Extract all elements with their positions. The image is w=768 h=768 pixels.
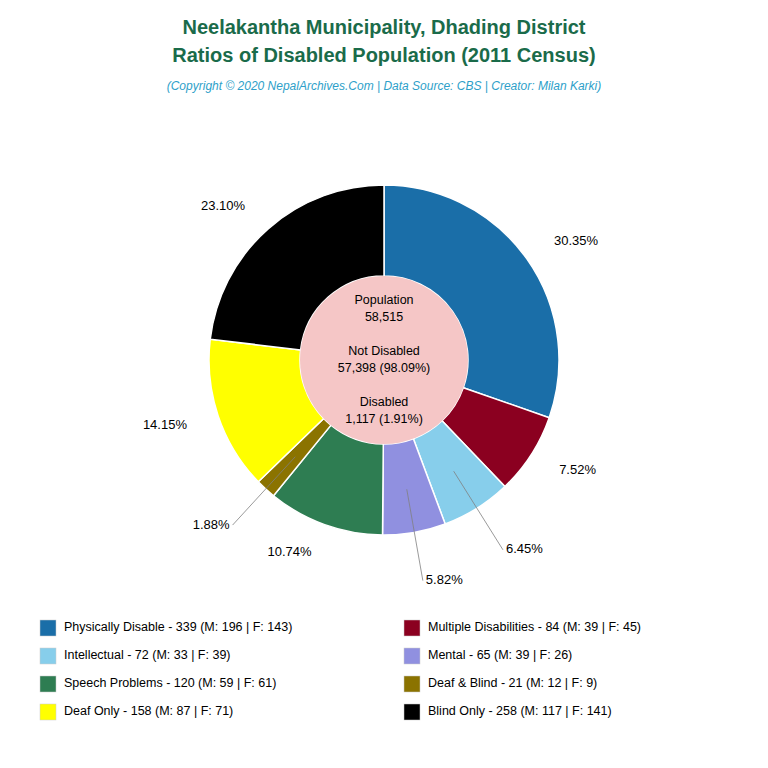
data-label: 14.15% <box>143 417 188 432</box>
legend-swatch <box>40 676 56 692</box>
legend-label: Speech Problems - 120 (M: 59 | F: 61) <box>64 676 276 690</box>
legend-item: Blind Only - 258 (M: 117 | F: 141) <box>404 704 612 720</box>
data-label: 7.52% <box>559 462 596 477</box>
leader-line <box>407 489 423 580</box>
legend-item: Intellectual - 72 (M: 33 | F: 39) <box>40 648 231 664</box>
legend-swatch <box>404 648 420 664</box>
center-annotation: Not Disabled57,398 (98.09%) <box>338 344 430 375</box>
legend-item: Physically Disable - 339 (M: 196 | F: 14… <box>40 620 292 636</box>
legend-label: Multiple Disabilities - 84 (M: 39 | F: 4… <box>428 620 641 634</box>
slices <box>209 185 559 535</box>
legend-label: Deaf & Blind - 21 (M: 12 | F: 9) <box>428 676 597 690</box>
data-label: 5.82% <box>426 572 463 587</box>
data-label: 6.45% <box>506 541 543 556</box>
legend-swatch <box>404 676 420 692</box>
legend-label: Intellectual - 72 (M: 33 | F: 39) <box>64 648 231 662</box>
center-annotation: Disabled1,117 (1.91%) <box>345 395 423 426</box>
data-labels: 30.35% 7.52% 6.45% 5.82% 10.74% 1.88% 14.15% 23… <box>143 198 599 587</box>
legend-label: Mental - 65 (M: 39 | F: 26) <box>428 648 572 662</box>
legend-swatch <box>404 704 420 720</box>
data-label: 23.10% <box>201 198 246 213</box>
legend-swatch <box>40 704 56 720</box>
data-label: 1.88% <box>193 517 230 532</box>
legend-item: Speech Problems - 120 (M: 59 | F: 61) <box>40 676 276 692</box>
slice <box>383 439 446 535</box>
leader-line <box>233 457 296 525</box>
legend-swatch <box>404 620 420 636</box>
subtitle: (Copyright © 2020 NepalArchives.Com | Da… <box>167 79 602 93</box>
legend-label: Blind Only - 258 (M: 117 | F: 141) <box>428 704 612 718</box>
legend-swatch <box>40 620 56 636</box>
legend: Physically Disable - 339 (M: 196 | F: 14… <box>40 620 641 720</box>
legend-label: Deaf Only - 158 (M: 87 | F: 71) <box>64 704 233 718</box>
legend-swatch <box>40 648 56 664</box>
chart: Neelakantha Municipality, Dhading Distri… <box>0 0 768 768</box>
data-label: 30.35% <box>554 233 599 248</box>
legend-label: Physically Disable - 339 (M: 196 | F: 14… <box>64 620 292 634</box>
leader-line <box>454 471 503 550</box>
pie: Population58,515 Not Disabled57,398 (98.0… <box>143 185 599 587</box>
legend-item: Deaf Only - 158 (M: 87 | F: 71) <box>40 704 233 720</box>
data-label: 10.74% <box>267 544 312 559</box>
legend-item: Multiple Disabilities - 84 (M: 39 | F: 4… <box>404 620 641 636</box>
title: Neelakantha Municipality, Dhading Distri… <box>172 16 595 66</box>
center-circle <box>300 276 468 444</box>
legend-item: Mental - 65 (M: 39 | F: 26) <box>404 648 572 664</box>
legend-item: Deaf & Blind - 21 (M: 12 | F: 9) <box>404 676 597 692</box>
center-annotation: Population58,515 <box>354 293 413 324</box>
